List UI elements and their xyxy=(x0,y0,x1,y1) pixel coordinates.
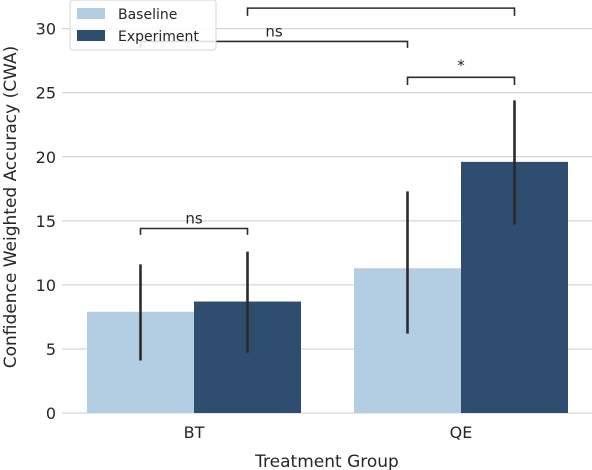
significance-label: ns xyxy=(185,210,203,228)
y-tick-label: 0 xyxy=(46,404,56,423)
legend-label: Baseline xyxy=(118,7,177,23)
significance-bracket xyxy=(246,7,516,16)
x-axis-label: Treatment Group xyxy=(254,452,399,470)
y-tick-labels: 0 5 10 15 20 25 30 xyxy=(36,20,56,423)
y-tick-label: 20 xyxy=(36,148,56,167)
significance-label: * xyxy=(457,56,465,74)
significance-label: ns xyxy=(265,22,283,40)
y-tick-label: 25 xyxy=(36,84,56,103)
x-tick-label: BT xyxy=(184,423,205,442)
significance-bracket xyxy=(406,76,516,85)
y-tick-label: 10 xyxy=(36,276,56,295)
legend-swatch xyxy=(77,30,105,41)
x-tick-label: QE xyxy=(450,423,473,442)
y-tick-label: 5 xyxy=(46,340,56,359)
legend-swatch xyxy=(77,8,105,19)
y-tick-label: 15 xyxy=(36,212,56,231)
bars xyxy=(87,161,568,413)
legend-label: Experiment xyxy=(118,29,199,45)
error-bars xyxy=(139,100,516,361)
x-tick-labels: BT QE xyxy=(184,423,473,442)
legend-box xyxy=(69,0,217,51)
legend: Baseline Experiment xyxy=(69,0,217,51)
y-axis-label: Confidence Weighted Accuracy (CWA) xyxy=(1,46,21,369)
significance-label: *** xyxy=(370,0,393,5)
y-tick-label: 30 xyxy=(36,20,56,39)
significance-bracket xyxy=(139,227,249,235)
